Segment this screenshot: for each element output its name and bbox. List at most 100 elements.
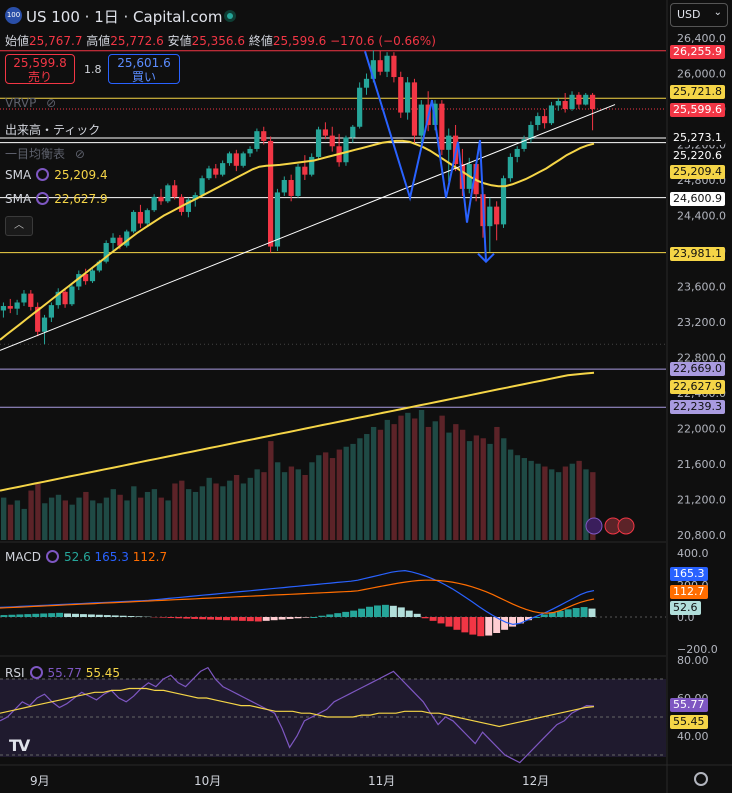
price-level-badge: 25,209.4 — [670, 165, 725, 179]
volume-bar — [405, 412, 411, 540]
candle-body — [562, 101, 568, 109]
volume-bar — [364, 434, 370, 540]
symbol-title[interactable]: US 100 · 1日 · Capital.com — [26, 8, 223, 26]
volume-bar — [1, 497, 7, 540]
candle-body — [172, 185, 178, 197]
rsi-legend[interactable]: RSI 55.77 55.45 — [5, 666, 120, 680]
macd-hist-bar — [262, 617, 270, 621]
volume-bar — [55, 494, 62, 540]
candle-body — [35, 306, 41, 332]
macd-hist-bar — [159, 617, 167, 618]
sma-long-value: 22,627.9 — [54, 192, 108, 206]
macd-hist-bar — [207, 617, 215, 620]
price-tick-label: 26,400.0 — [677, 32, 726, 45]
macd-hist-bar — [72, 613, 79, 617]
collapse-legend-button[interactable]: ︿ — [5, 216, 33, 236]
macd-hist-bar — [119, 615, 127, 617]
macd-hist-bar — [588, 608, 596, 617]
x-label-sep: 9月 — [30, 774, 50, 788]
candle-body — [124, 231, 130, 246]
candle-body — [521, 139, 527, 149]
price-tick-label: 24,400.0 — [677, 210, 726, 223]
macd-hist-bar — [215, 617, 223, 620]
candle-body — [535, 116, 541, 125]
candle-body — [377, 60, 383, 72]
macd-tick-label: 400.0 — [677, 547, 709, 560]
eye-hidden-icon[interactable]: ⊘ — [74, 147, 85, 161]
volume-bar — [110, 489, 116, 540]
currency-select[interactable]: USD ⌄ — [670, 3, 728, 27]
macd-hist-bar — [493, 617, 501, 633]
volume-bar — [377, 429, 384, 540]
macd-hist-bar — [0, 615, 8, 617]
volume-bar — [103, 497, 110, 540]
price-level-badge: 22,627.9 — [670, 380, 725, 394]
macd-hist-bar — [540, 614, 548, 617]
low-label: 安値 — [167, 34, 192, 48]
candle-body — [405, 82, 411, 113]
rsi-label: RSI — [5, 666, 25, 680]
volume-bar — [370, 426, 377, 540]
macd-hist-bar — [175, 617, 183, 619]
sell-button[interactable]: 25,599.8 売り — [5, 54, 75, 84]
candle-body — [76, 274, 82, 287]
price-tick-label: 23,600.0 — [677, 281, 726, 294]
volume-bar — [322, 452, 329, 540]
eye-hidden-icon[interactable]: ⊘ — [46, 96, 57, 110]
x-label-nov: 11月 — [368, 774, 396, 788]
sma-long-label: SMA — [5, 192, 32, 206]
macd-hist-bar — [302, 617, 310, 618]
candle-body — [288, 180, 294, 196]
symbol-logo: 100 — [5, 7, 22, 24]
candle-body — [254, 131, 260, 149]
ichimoku-label: 一目均衡表 — [5, 147, 66, 161]
rsi-value-badge: 55.77 — [670, 698, 708, 712]
price-level-badge: 24,600.9 — [670, 192, 725, 206]
price-tick-label: 26,000.0 — [677, 68, 726, 81]
macd-hist-bar — [501, 617, 509, 630]
macd-legend[interactable]: MACD 52.6 165.3 112.7 — [5, 550, 167, 564]
loading-icon — [36, 192, 50, 205]
candle-body — [83, 274, 89, 282]
macd-hist-bar — [278, 617, 286, 620]
high-value: 25,772.6 — [110, 34, 164, 48]
legend-ichimoku[interactable]: 一目均衡表 ⊘ — [5, 145, 85, 162]
macd-hist-bar — [366, 606, 373, 617]
sma-short-value: 25,209.4 — [54, 168, 108, 182]
volume-bar — [172, 483, 178, 540]
volume-bar — [473, 435, 480, 540]
legend-vrvp[interactable]: VRVP ⊘ — [5, 96, 56, 110]
macd-value-badge: 52.6 — [670, 601, 701, 615]
macd-hist-bar — [191, 617, 199, 619]
price-level-badge: 26,255.9 — [670, 45, 725, 59]
volume-bar — [83, 491, 89, 540]
spread-value: 1.8 — [84, 63, 102, 76]
volume-bar — [69, 504, 75, 540]
candle-body — [62, 291, 68, 305]
macd-hist-bar — [350, 610, 358, 617]
volume-bar — [329, 458, 336, 540]
macd-hist-bar — [135, 616, 143, 617]
volume-bar — [583, 469, 589, 540]
x-label-dec: 12月 — [522, 774, 550, 788]
volume-bar — [590, 472, 596, 540]
macd-hist-bar — [524, 617, 532, 621]
close-value: 25,599.6 — [272, 34, 327, 48]
price-level-badge: 23,981.1 — [670, 247, 725, 261]
candle-body — [411, 82, 418, 136]
macd-tick-label: −200.0 — [677, 643, 718, 656]
buy-button[interactable]: 25,601.6 買い — [108, 54, 180, 84]
volume-bar — [254, 469, 260, 540]
volume-bar — [446, 432, 452, 540]
legend-sma-long[interactable]: SMA 22,627.9 — [5, 192, 108, 206]
macd-hist-bar — [230, 617, 238, 621]
gear-icon[interactable] — [694, 772, 708, 786]
macd-hist-bar — [389, 605, 397, 617]
legend-sma-short[interactable]: SMA 25,209.4 — [5, 168, 108, 182]
macd-hist-bar — [429, 617, 437, 621]
candle-body — [446, 135, 452, 150]
volume-bar — [288, 466, 295, 540]
legend-volume[interactable]: 出来高・ティック — [5, 123, 101, 137]
candle-body — [281, 180, 287, 193]
